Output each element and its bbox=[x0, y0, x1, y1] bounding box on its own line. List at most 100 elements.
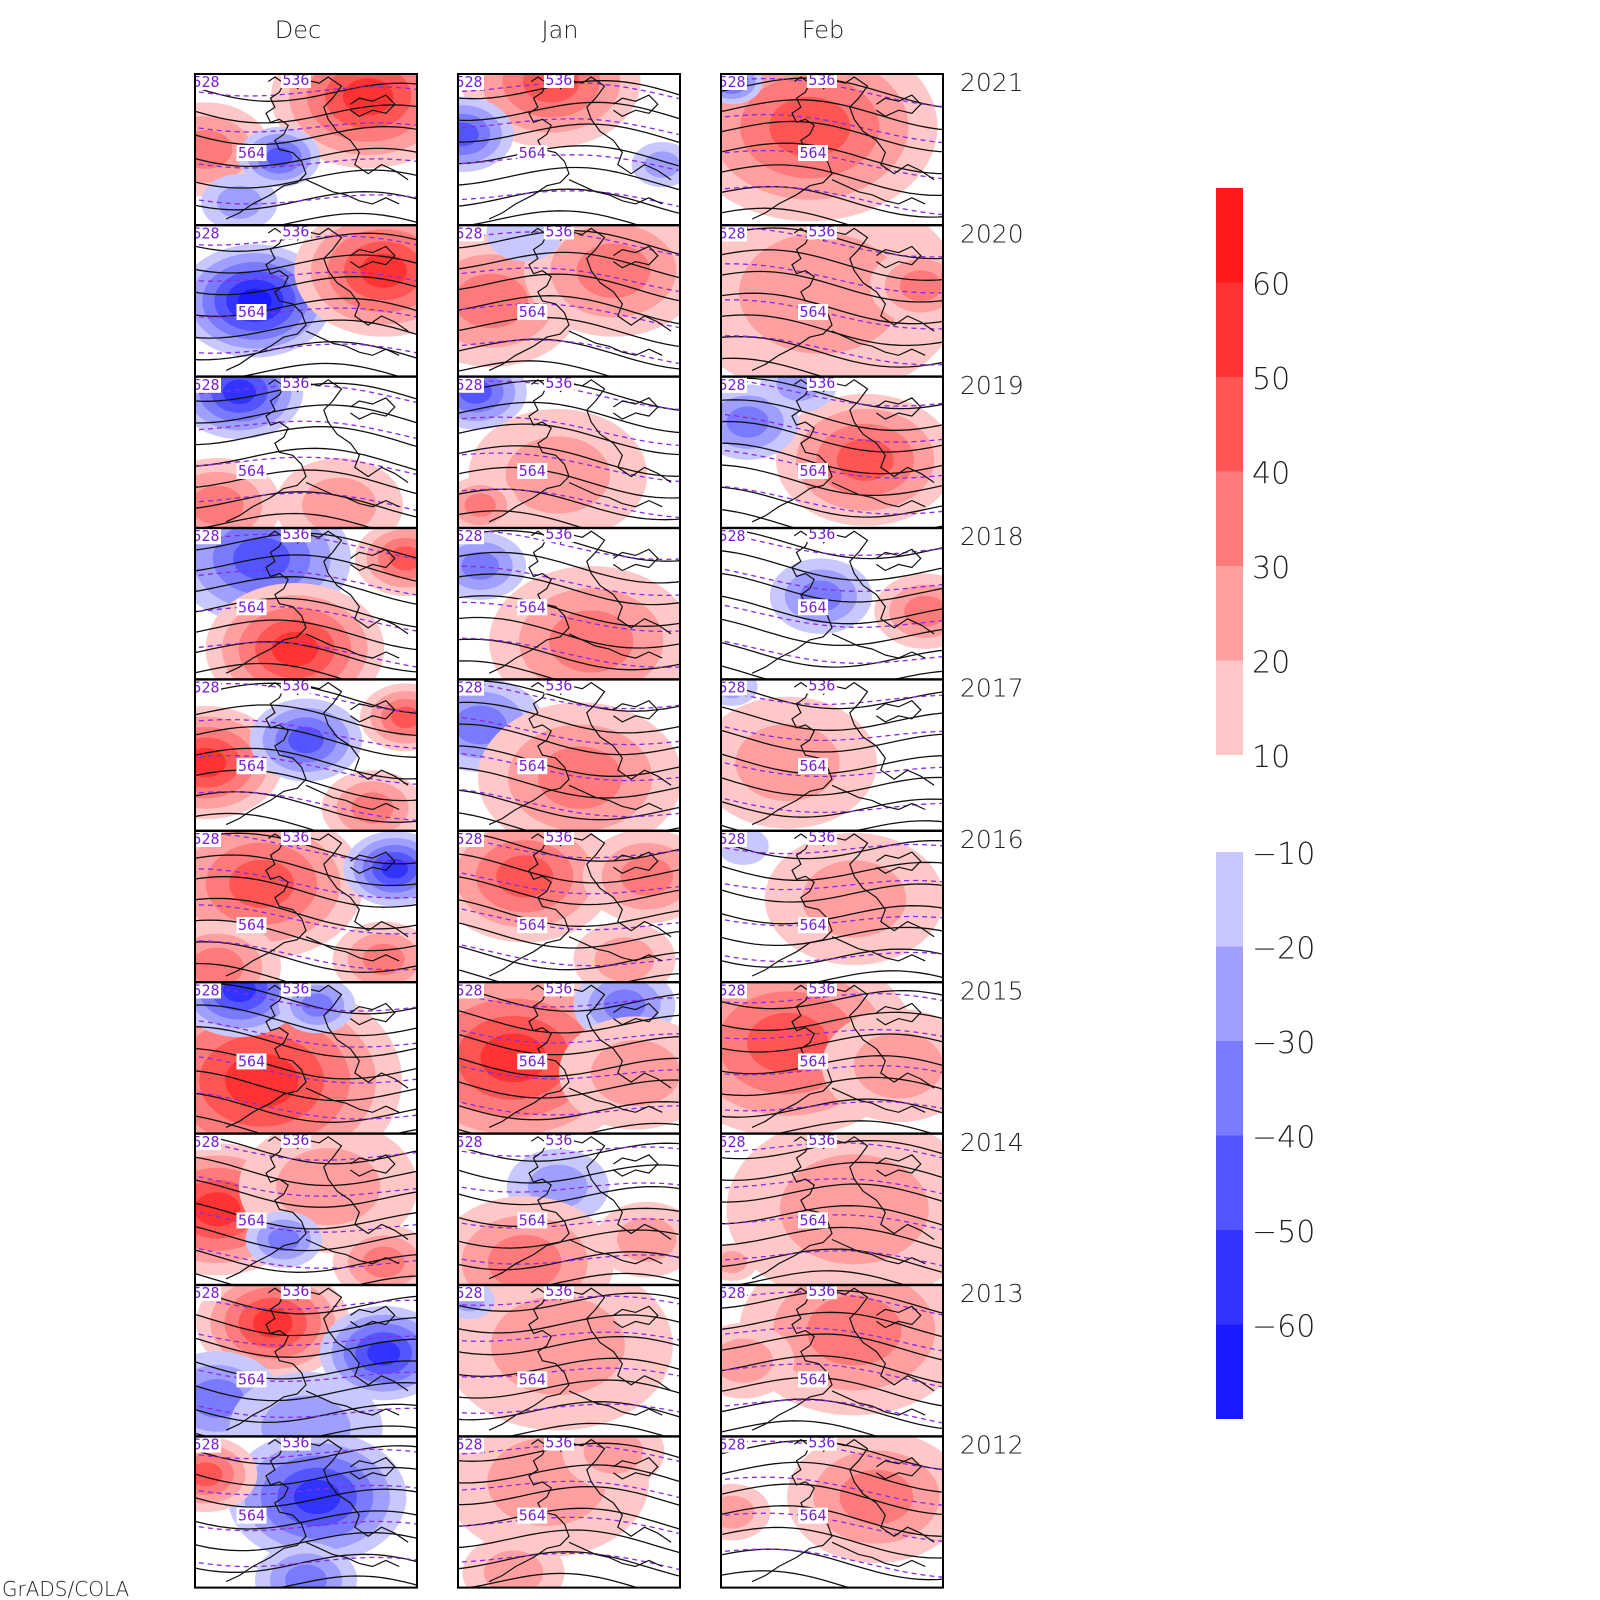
height-contours bbox=[721, 77, 943, 225]
contour-label: 564 bbox=[798, 1211, 829, 1229]
negative-anomaly bbox=[631, 141, 680, 188]
colorbar-tick-label: 30 bbox=[1252, 551, 1290, 586]
svg-text:528: 528 bbox=[455, 981, 482, 999]
contour-label: 536 bbox=[280, 1434, 311, 1452]
year-labels: 2021 2020 2019 2018 2017 2016 2015 2014 2013 2012 bbox=[960, 68, 1024, 1460]
contour-label: 564 bbox=[798, 303, 829, 321]
svg-text:564: 564 bbox=[519, 303, 546, 321]
map-panel: 536 528 564 bbox=[720, 224, 944, 378]
map-panel: 536 528 564 bbox=[457, 1284, 681, 1438]
coastline bbox=[751, 227, 935, 371]
svg-text:564: 564 bbox=[238, 1370, 265, 1388]
svg-text:536: 536 bbox=[545, 1131, 572, 1149]
year-label: 2014 bbox=[960, 1128, 1024, 1157]
svg-text:536: 536 bbox=[808, 828, 835, 846]
colorbar-swatch bbox=[1216, 282, 1243, 377]
svg-text:564: 564 bbox=[238, 916, 265, 934]
contour-label: 564 bbox=[517, 1507, 548, 1525]
negative-anomaly bbox=[486, 225, 563, 262]
map-panel: 536 528 564 bbox=[194, 1434, 418, 1589]
svg-text:536: 536 bbox=[545, 222, 572, 240]
contour-label: 528 bbox=[721, 982, 747, 999]
map-panel: 536 528 564 bbox=[720, 527, 944, 681]
svg-text:536: 536 bbox=[545, 677, 572, 695]
height-contours bbox=[721, 839, 943, 982]
colorbar-swatch bbox=[1216, 1041, 1243, 1136]
svg-text:536: 536 bbox=[282, 222, 309, 240]
contour-label: 564 bbox=[798, 144, 829, 162]
svg-text:536: 536 bbox=[808, 677, 835, 695]
contour-label: 564 bbox=[236, 757, 267, 775]
coastline bbox=[488, 833, 672, 977]
svg-text:536: 536 bbox=[282, 525, 309, 543]
svg-text:536: 536 bbox=[808, 1131, 835, 1149]
height-contours bbox=[195, 982, 417, 1134]
map-panel: 536 528 564 bbox=[720, 1284, 944, 1438]
svg-text:536: 536 bbox=[545, 525, 572, 543]
positive-anomaly bbox=[458, 476, 519, 528]
svg-text:564: 564 bbox=[519, 1370, 546, 1388]
contour-label: 564 bbox=[236, 916, 267, 934]
map-panel: 536 528 564 bbox=[194, 1131, 418, 1286]
contour-label: 536 bbox=[543, 374, 574, 392]
svg-text:564: 564 bbox=[238, 598, 265, 616]
positive-anomaly bbox=[822, 1008, 943, 1123]
positive-anomaly bbox=[721, 1322, 795, 1399]
map-panel: 536 528 564 bbox=[720, 73, 944, 226]
svg-text:564: 564 bbox=[238, 1052, 265, 1070]
positive-anomaly bbox=[721, 225, 943, 377]
contour-label: 536 bbox=[280, 679, 311, 695]
contour-label: 528 bbox=[721, 528, 747, 545]
contour-label: 564 bbox=[798, 1052, 829, 1070]
contour-label: 528 bbox=[195, 831, 221, 848]
coastline bbox=[225, 833, 409, 977]
contour-label: 528 bbox=[455, 981, 484, 999]
colorbar-tick-label: 40 bbox=[1252, 457, 1290, 492]
svg-text:536: 536 bbox=[282, 1131, 309, 1149]
contour-label: 528 bbox=[458, 74, 484, 91]
colorbar-swatch bbox=[1216, 471, 1243, 566]
colorbar-tick-label: −40 bbox=[1252, 1121, 1315, 1156]
contour-label: 536 bbox=[543, 982, 574, 997]
coastline bbox=[488, 984, 672, 1128]
coastline bbox=[488, 1136, 672, 1280]
svg-text:564: 564 bbox=[238, 1507, 265, 1525]
svg-text:536: 536 bbox=[545, 374, 572, 392]
coastline bbox=[751, 833, 935, 977]
map-panel: 536 528 564 bbox=[720, 828, 944, 983]
year-label: 2019 bbox=[960, 371, 1024, 400]
contour-label: 528 bbox=[721, 1133, 747, 1151]
contour-label: 536 bbox=[543, 1131, 574, 1149]
svg-text:564: 564 bbox=[799, 1370, 826, 1388]
contour-label: 564 bbox=[236, 144, 267, 162]
year-label: 2013 bbox=[960, 1279, 1024, 1308]
coastline bbox=[751, 1287, 935, 1431]
colorbar-tick-label: 60 bbox=[1252, 268, 1290, 303]
map-panel: 536 528 564 bbox=[457, 374, 681, 529]
column-header-feb: Feb bbox=[802, 16, 845, 44]
coastline bbox=[488, 1438, 672, 1583]
svg-text:564: 564 bbox=[799, 462, 826, 480]
contour-label: 564 bbox=[517, 462, 548, 480]
contour-label: 564 bbox=[517, 303, 548, 321]
contour-label: 564 bbox=[798, 916, 829, 934]
svg-text:564: 564 bbox=[799, 303, 826, 321]
svg-text:564: 564 bbox=[519, 144, 546, 162]
contour-label: 536 bbox=[806, 74, 837, 89]
svg-text:564: 564 bbox=[519, 598, 546, 616]
svg-text:536: 536 bbox=[282, 374, 309, 392]
contour-label: 564 bbox=[236, 598, 267, 616]
svg-text:536: 536 bbox=[282, 1434, 309, 1452]
contour-label: 536 bbox=[543, 74, 574, 89]
height-contours bbox=[458, 986, 680, 1134]
colorbar-swatch bbox=[1216, 1324, 1243, 1419]
contour-label: 564 bbox=[517, 1370, 548, 1388]
contour-label: 536 bbox=[543, 831, 574, 846]
height-contours bbox=[195, 82, 417, 225]
coastline bbox=[488, 227, 672, 371]
height-contours bbox=[721, 377, 943, 528]
map-panel: 536 528 564 bbox=[457, 1435, 681, 1589]
positive-anomaly bbox=[294, 225, 417, 337]
map-panel: 536 528 564 bbox=[194, 830, 418, 983]
negative-anomaly bbox=[229, 1372, 383, 1437]
